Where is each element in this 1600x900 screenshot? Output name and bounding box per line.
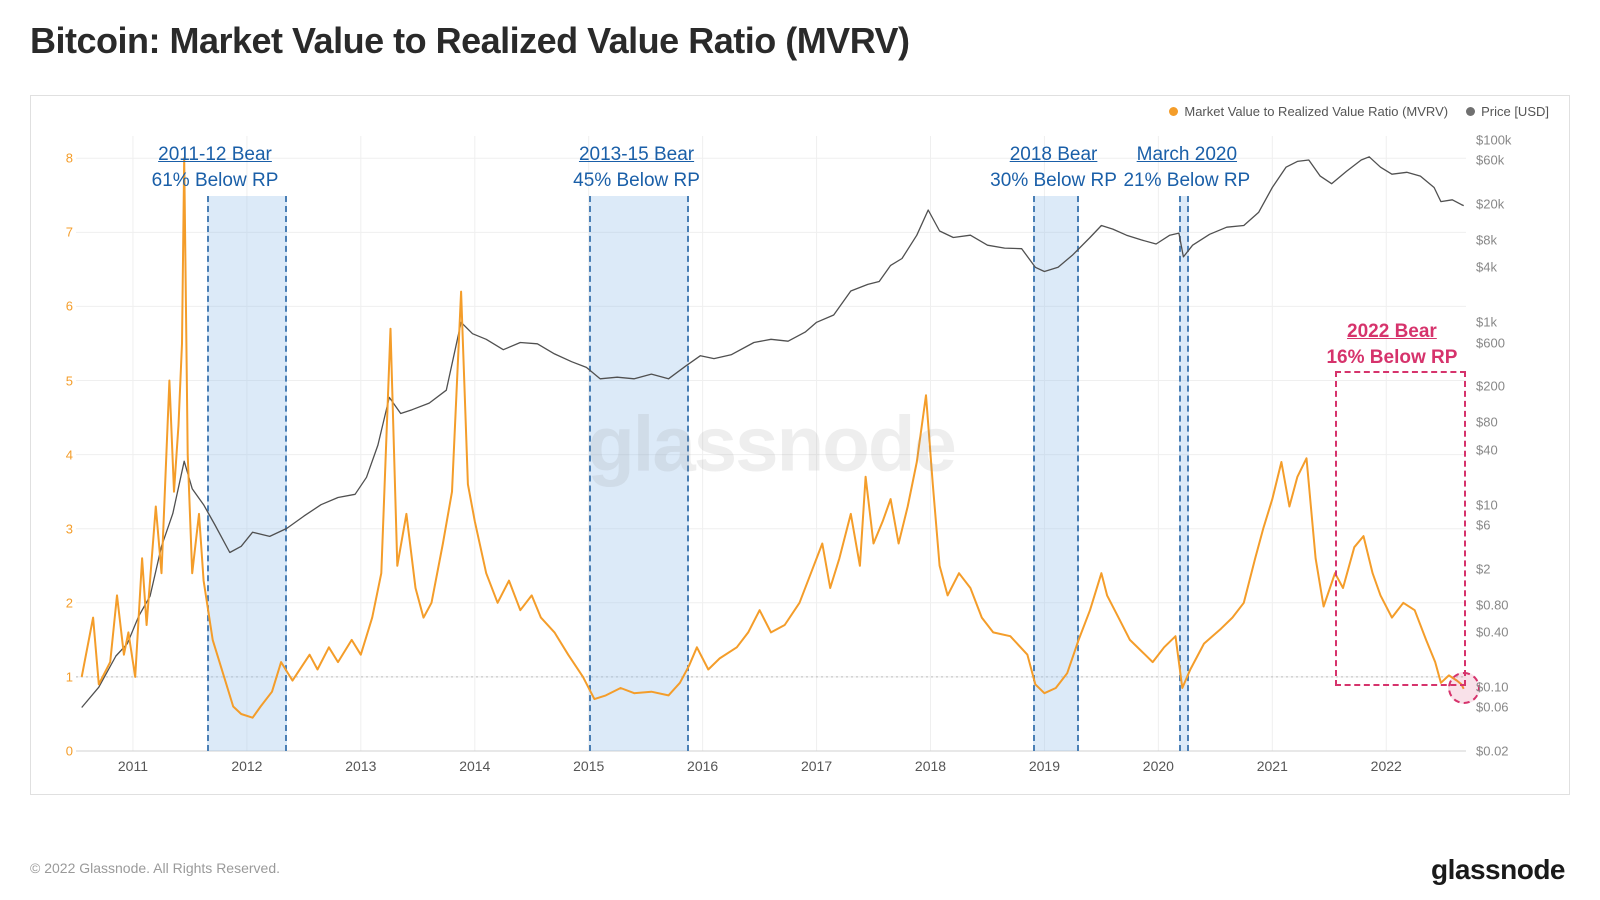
bear-label: March 202021% Below RP <box>1123 142 1250 193</box>
plot-area: glassnode 2011-12 Bear61% Below RP2013-1… <box>76 136 1466 751</box>
x-tick: 2017 <box>801 758 832 774</box>
y-left-tick: 4 <box>43 447 73 462</box>
y-right-tick: $60k <box>1476 153 1504 168</box>
x-tick: 2018 <box>915 758 946 774</box>
bear-2022-marker <box>1448 672 1480 704</box>
legend-item-mvrv: Market Value to Realized Value Ratio (MV… <box>1169 104 1448 119</box>
y-left-tick: 6 <box>43 299 73 314</box>
y-right-tick: $40 <box>1476 442 1498 457</box>
y-left-tick: 1 <box>43 669 73 684</box>
chart-container: Market Value to Realized Value Ratio (MV… <box>30 95 1570 795</box>
bear-2022-label: 2022 Bear16% Below RP <box>1326 319 1457 370</box>
x-tick: 2011 <box>118 758 148 774</box>
bear-label: 2011-12 Bear61% Below RP <box>152 142 279 193</box>
page-title: Bitcoin: Market Value to Realized Value … <box>30 20 910 62</box>
y-left-tick: 5 <box>43 373 73 388</box>
x-tick: 2022 <box>1371 758 1402 774</box>
y-right-tick: $80 <box>1476 415 1498 430</box>
y-right-tick: $1k <box>1476 315 1497 330</box>
y-right-tick: $0.10 <box>1476 680 1509 695</box>
x-tick: 2021 <box>1257 758 1288 774</box>
x-tick: 2012 <box>231 758 262 774</box>
y-right-tick: $6 <box>1476 517 1490 532</box>
bear-label: 2018 Bear30% Below RP <box>990 142 1117 193</box>
x-tick: 2014 <box>459 758 490 774</box>
y-right-tick: $2 <box>1476 561 1490 576</box>
legend-label: Market Value to Realized Value Ratio (MV… <box>1184 104 1448 119</box>
y-left-tick: 2 <box>43 595 73 610</box>
x-tick: 2015 <box>573 758 604 774</box>
legend: Market Value to Realized Value Ratio (MV… <box>1169 104 1549 119</box>
legend-item-price: Price [USD] <box>1466 104 1549 119</box>
annotations-layer: 2011-12 Bear61% Below RP 2013-15 Bear45% … <box>76 136 1466 751</box>
y-right-tick: $200 <box>1476 379 1505 394</box>
y-left-tick: 7 <box>43 225 73 240</box>
y-right-tick: $10 <box>1476 497 1498 512</box>
y-right-tick: $8k <box>1476 232 1497 247</box>
page: Bitcoin: Market Value to Realized Value … <box>0 0 1600 900</box>
brand-logo: glassnode <box>1431 854 1565 886</box>
y-right-tick: $600 <box>1476 335 1505 350</box>
y-right-tick: $0.40 <box>1476 625 1509 640</box>
copyright-text: © 2022 Glassnode. All Rights Reserved. <box>30 860 280 876</box>
x-tick: 2013 <box>345 758 376 774</box>
x-tick: 2020 <box>1143 758 1174 774</box>
y-right-tick: $0.02 <box>1476 744 1509 759</box>
y-right-tick: $20k <box>1476 196 1504 211</box>
x-tick: 2019 <box>1029 758 1060 774</box>
x-tick: 2016 <box>687 758 718 774</box>
y-right-tick: $0.80 <box>1476 597 1509 612</box>
y-left-tick: 3 <box>43 521 73 536</box>
legend-dot-mvrv <box>1169 107 1178 116</box>
y-right-tick: $100k <box>1476 132 1511 147</box>
legend-label: Price [USD] <box>1481 104 1549 119</box>
y-right-tick: $0.06 <box>1476 700 1509 715</box>
bear-label: 2013-15 Bear45% Below RP <box>573 142 700 193</box>
bear-2022-box <box>1335 371 1466 686</box>
legend-dot-price <box>1466 107 1475 116</box>
y-left-tick: 0 <box>43 744 73 759</box>
y-right-tick: $4k <box>1476 260 1497 275</box>
y-left-tick: 8 <box>43 151 73 166</box>
